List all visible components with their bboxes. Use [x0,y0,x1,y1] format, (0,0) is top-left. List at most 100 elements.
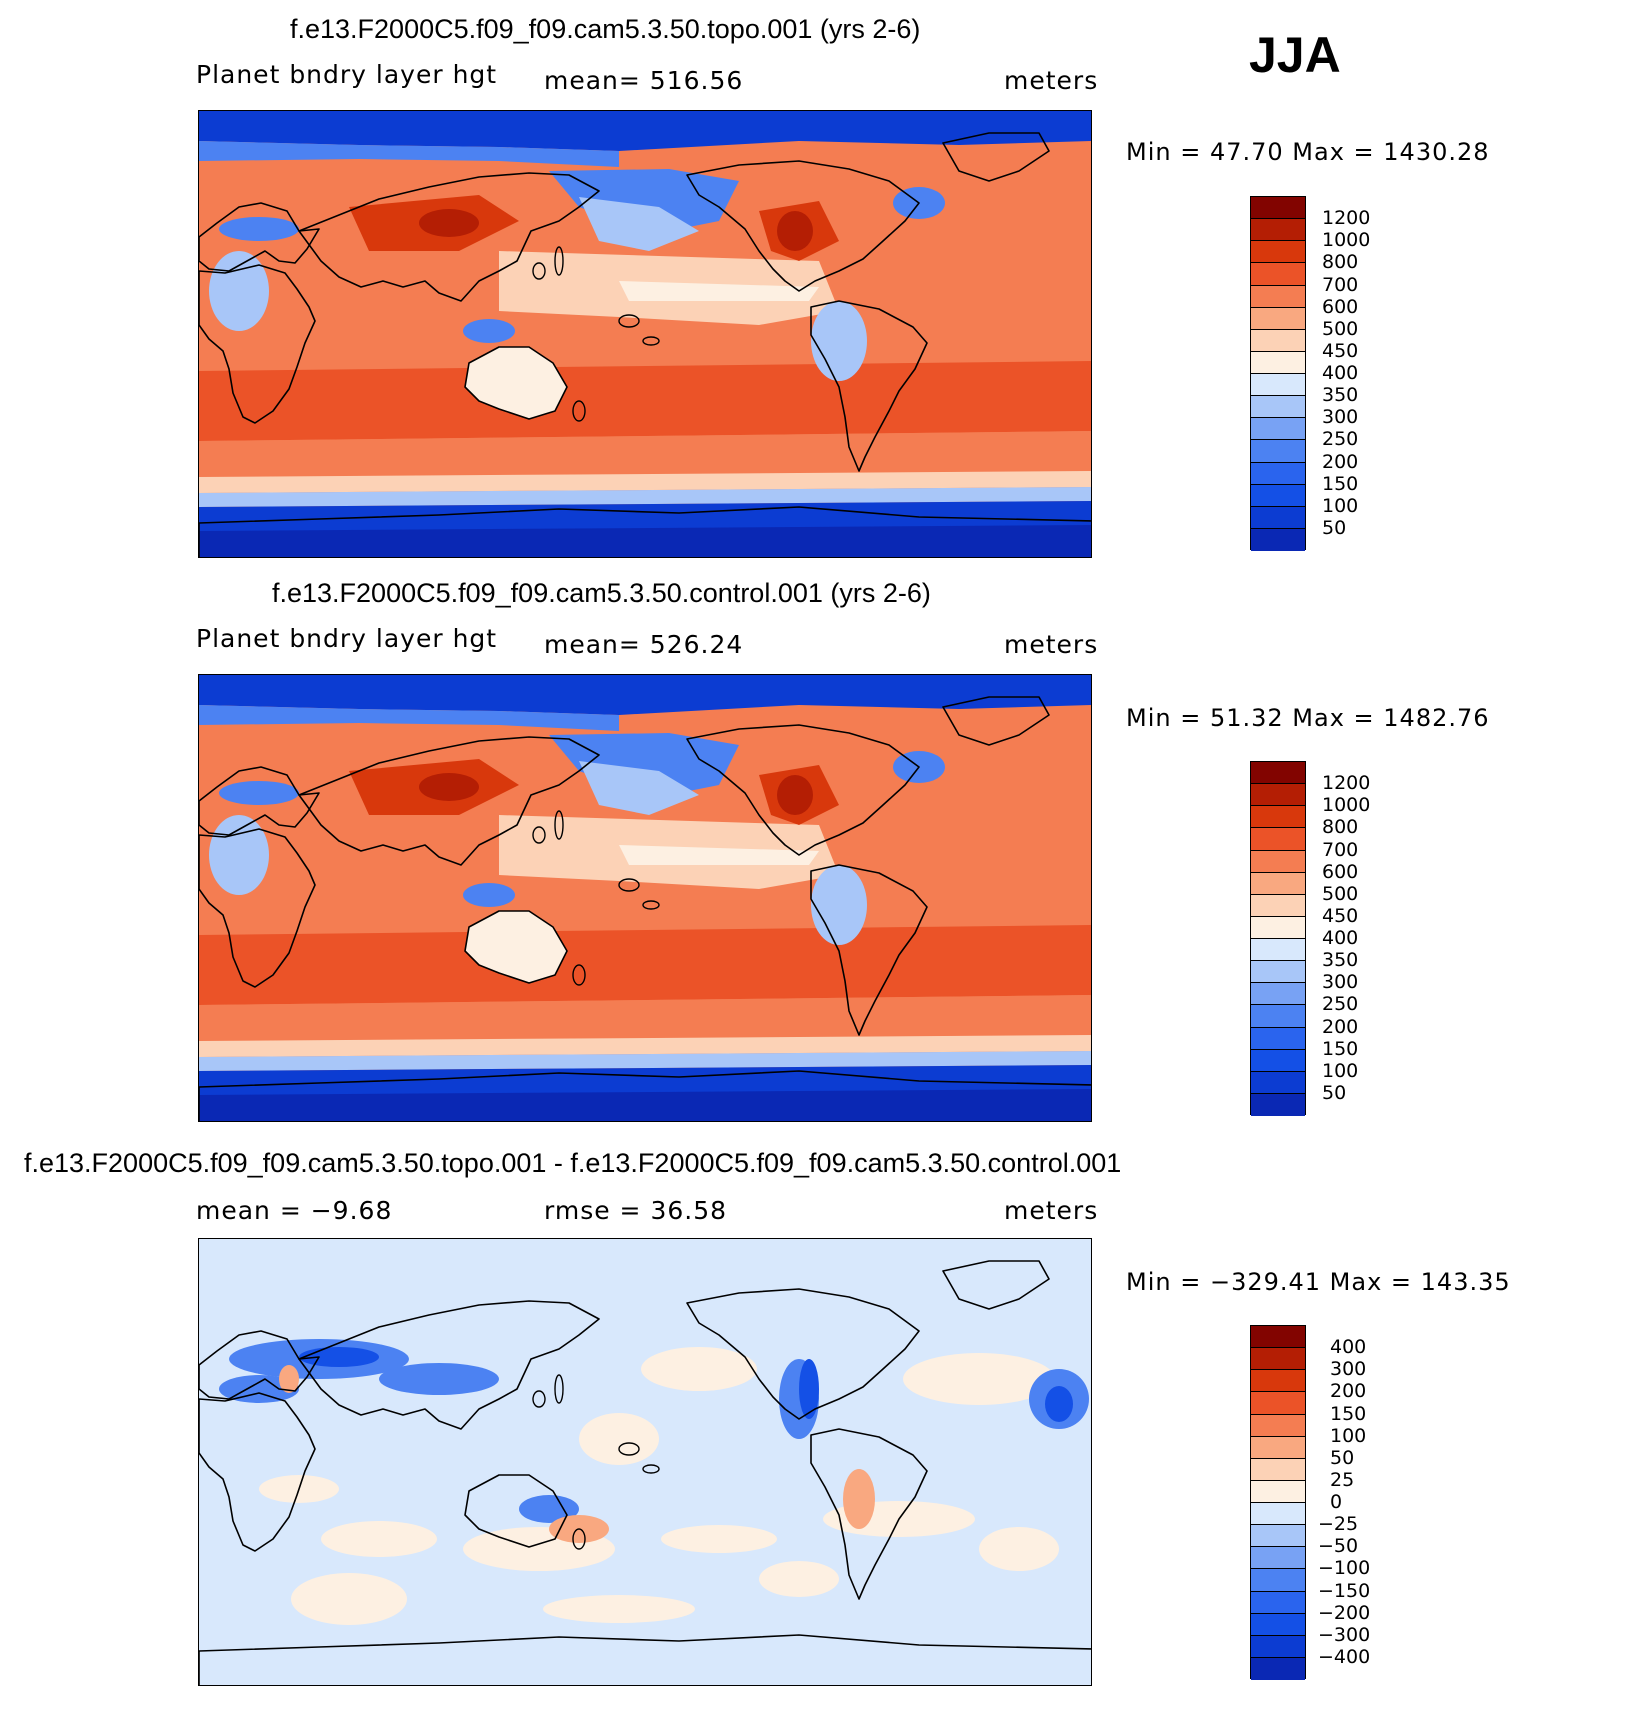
diff-weak-positive [903,1353,1055,1405]
arctic-margin [199,141,619,167]
panel-1-colorbar-ticks: 1200 1000 800 700 600 500 450 400 350 300 250 200 15… [1318,196,1418,550]
coastline [942,132,1050,182]
panel-1-map [198,110,1092,558]
colorbar-cell [1251,828,1305,851]
colorbar-tick-label: 50 [1322,516,1347,539]
panel-3-map-svg [199,1239,1091,1685]
panel-2-mean-label: mean= 526.24 [544,630,744,659]
colorbar-tick-label: −200 [1318,1601,1371,1624]
colorbar-cell [1251,939,1305,962]
west-africa-low [209,251,269,331]
colorbar-tick-label: 100 [1322,494,1359,517]
panel-3-map [198,1238,1092,1686]
colorbar-tick-label: 350 [1322,949,1359,972]
colorbar-cell [1251,1525,1305,1548]
colorbar-cell [1251,1436,1305,1459]
colorbar-tick-label: 150 [1322,472,1359,495]
panel-3-units-label: meters [1004,1196,1099,1225]
colorbar-tick-label: −25 [1318,1513,1359,1536]
colorbar-tick-label: 500 [1322,317,1359,340]
colorbar-tick-label: 250 [1322,428,1359,451]
coastline [464,346,568,420]
amazon-low [811,301,867,381]
colorbar-cell [1251,762,1305,785]
mediterranean-low [219,781,299,805]
antarctic-core [199,1089,1091,1121]
colorbar-tick-label: 400 [1322,362,1359,384]
colorbar-tick-label: 200 [1322,1015,1359,1038]
colorbar-cell [1251,872,1305,895]
season-label: JJA [1249,27,1341,83]
colorbar-tick-label: 100 [1330,1424,1367,1447]
rockies-high [777,775,813,815]
panel-1-minmax: Min = 47.70 Max = 1430.28 [1126,138,1490,166]
colorbar-tick-label: 450 [1322,339,1359,362]
coastline [810,300,928,472]
colorbar-cell [1251,197,1305,220]
colorbar-tick-label: 1200 [1322,772,1371,795]
panel-3-colorbar [1250,1325,1306,1680]
coastline [810,1428,928,1600]
australia-field [465,911,567,983]
colorbar-cell [1251,1635,1305,1658]
diff-negative [379,1363,499,1395]
amazon-low [811,865,867,945]
north-pacific-low [549,733,739,795]
colorbar-tick-label: 700 [1322,838,1359,861]
diff-negative [219,1375,299,1403]
colorbar-cell [1251,1005,1305,1028]
panel-2-units-label: meters [1004,630,1099,659]
colorbar-tick-label: 350 [1322,384,1359,407]
coastline [199,1070,1091,1121]
colorbar-cell [1251,1414,1305,1437]
colorbar-tick-label: 300 [1330,1358,1367,1381]
colorbar-tick-label: 500 [1322,882,1359,905]
colorbar-cell [1251,1657,1305,1680]
colorbar-cell [1251,219,1305,242]
panel-3-colorbar-ticks: 400 300 200 150 100 50 25 0 −25 −50 −100 −150 −200 −3… [1318,1325,1418,1679]
island-outline [532,826,546,844]
coastline [686,1288,920,1420]
colorbar-cell [1251,894,1305,917]
colorbar-cell [1251,1503,1305,1526]
colorbar-tick-label: 200 [1330,1380,1367,1403]
panel-3-title: f.e13.F2000C5.f09_f09.cam5.3.50.topo.001… [24,1148,1122,1178]
colorbar-cell [1251,1071,1305,1094]
colorbar-tick-label: −100 [1318,1557,1371,1580]
colorbar-cell [1251,1392,1305,1415]
west-africa-low [209,815,269,895]
diff-weak-positive [543,1595,695,1623]
colorbar-tick-label: 100 [1322,1059,1359,1082]
southern-belt-edge [199,995,1091,1041]
panel-3-mean-label: mean = −9.68 [196,1196,393,1225]
colorbar-cell [1251,916,1305,939]
north-pacific-low [549,169,739,231]
panel-1-units-label: meters [1004,66,1099,95]
colorbar-tick-label: 150 [1322,1037,1359,1060]
island-outline [554,246,564,276]
panel-1-colorbar [1250,196,1306,551]
island-outline [618,314,640,328]
coastline [810,864,928,1036]
colorbar-cell [1251,1049,1305,1072]
colorbar-tick-label: 600 [1322,860,1359,883]
colorbar-tick-label: 0 [1330,1491,1343,1513]
panel-1-mean-label: mean= 516.56 [544,66,744,95]
colorbar-tick-label: 50 [1330,1446,1355,1469]
colorbar-tick-label: 250 [1322,993,1359,1016]
island-outline [554,1374,564,1404]
island-outline [618,1442,640,1456]
colorbar-tick-label: 400 [1322,927,1359,949]
colorbar-cell [1251,484,1305,507]
island-outline [572,1528,586,1550]
colorbar-tick-label: 700 [1322,273,1359,296]
diff-weak-positive [579,1413,659,1465]
diff-strong-negative [799,1359,819,1419]
colorbar-cell [1251,1093,1305,1116]
colorbar-tick-label: −150 [1318,1579,1371,1602]
coastline [942,696,1050,746]
maritime-continent-low [463,319,515,343]
coastline [199,202,320,272]
colorbar-cell [1251,241,1305,264]
itcz-band [619,845,819,865]
